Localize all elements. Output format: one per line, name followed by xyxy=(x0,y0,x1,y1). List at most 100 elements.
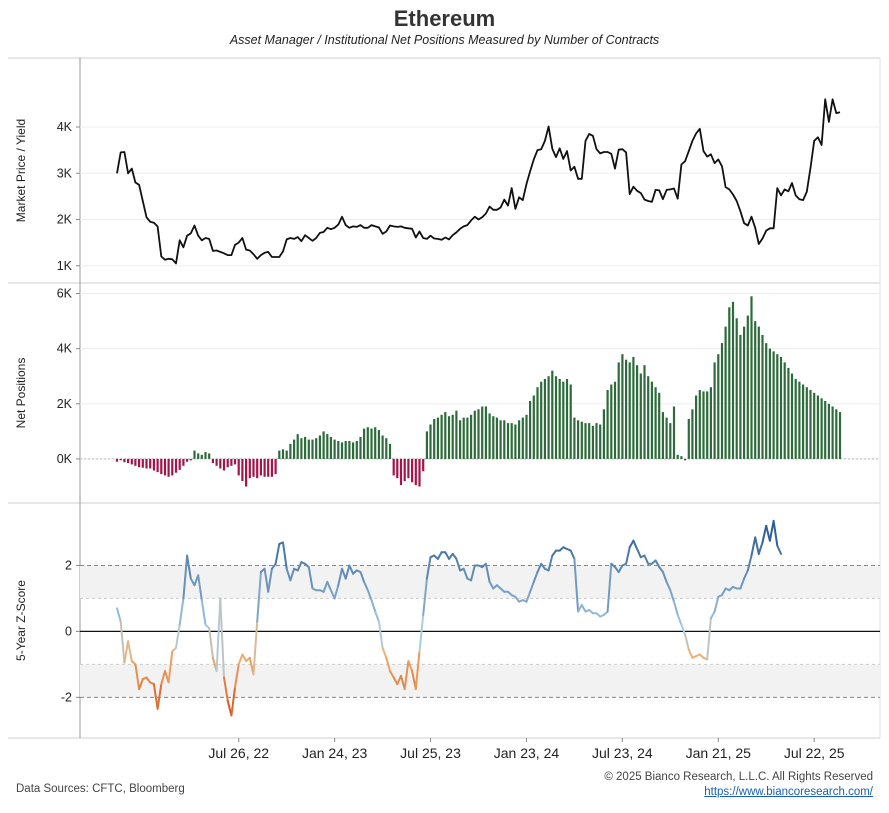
z-score-segment xyxy=(341,567,347,580)
net-position-bar xyxy=(329,436,332,459)
net-position-bar xyxy=(237,458,240,476)
net-position-bar xyxy=(315,438,318,459)
net-position-bar xyxy=(359,436,362,459)
z-score-segment xyxy=(348,564,355,575)
net-position-bar xyxy=(377,430,380,459)
net-position-bar xyxy=(720,343,724,459)
z-score-segment xyxy=(606,562,613,613)
net-position-bar xyxy=(602,409,605,459)
net-position-bar xyxy=(186,458,189,462)
chart-title: Ethereum xyxy=(393,6,496,31)
net-position-bar xyxy=(492,416,495,459)
net-position-bar xyxy=(385,438,388,459)
z-score-segment xyxy=(529,580,535,593)
net-position-bar xyxy=(473,410,476,459)
net-position-bar xyxy=(658,392,661,459)
z-score-segment xyxy=(532,571,539,583)
z-score-segment xyxy=(422,577,428,616)
z-score-segment xyxy=(580,604,587,613)
copyright-notice: © 2025 Bianco Research, L.L.C. All Right… xyxy=(604,771,873,783)
net-position-bar xyxy=(174,458,178,473)
z-score-segment xyxy=(661,571,668,583)
z-score-segment xyxy=(765,524,771,542)
net-position-bar xyxy=(381,435,384,459)
net-position-bar xyxy=(440,414,443,459)
z-score-segment xyxy=(706,617,712,661)
x-tick-label: Jul 25, 23 xyxy=(400,745,461,761)
z-score-segment xyxy=(160,670,166,686)
net-position-bar xyxy=(156,458,159,473)
z-score-segment xyxy=(425,556,432,580)
x-tick-label: Jan 23, 24 xyxy=(494,745,560,761)
z-score-segment xyxy=(739,577,746,590)
net-position-bar xyxy=(270,458,273,477)
net-position-bar xyxy=(540,381,543,459)
z-score-segment xyxy=(484,562,491,583)
z-band xyxy=(80,664,880,698)
net-position-bar xyxy=(399,458,403,486)
net-position-bar xyxy=(687,418,690,459)
z-score-segment xyxy=(366,589,373,602)
z-score-segment xyxy=(713,595,720,613)
x-tick-label: Jan 21, 25 xyxy=(686,745,752,761)
y-tick-label: 0 xyxy=(65,624,72,638)
website-link[interactable]: https://www.biancoresearch.com/ xyxy=(704,786,873,798)
z-score-segment xyxy=(230,686,236,717)
net-position-bar xyxy=(259,458,262,476)
net-position-bar xyxy=(779,356,783,459)
net-position-bar xyxy=(554,376,558,459)
net-position-bar xyxy=(248,458,251,479)
net-position-bar xyxy=(746,315,749,459)
net-position-bar xyxy=(481,406,484,459)
z-score-segment xyxy=(525,590,532,603)
net-position-bar xyxy=(713,362,716,459)
net-position-bar xyxy=(200,454,203,459)
net-position-bar xyxy=(222,458,226,471)
net-position-bar xyxy=(794,379,797,459)
z-score-segment xyxy=(754,536,760,555)
z-score-segment xyxy=(337,567,343,587)
net-position-bar xyxy=(370,428,373,459)
net-position-bar xyxy=(363,428,366,459)
net-position-bar xyxy=(518,420,521,459)
net-position-bar xyxy=(728,307,731,459)
net-position-bar xyxy=(805,387,808,459)
net-position-bar xyxy=(245,458,248,487)
net-position-bar xyxy=(551,370,554,459)
z-score-segment xyxy=(750,536,757,557)
y-tick-label: 1K xyxy=(57,259,73,273)
net-position-bar xyxy=(455,410,458,459)
net-position-bar xyxy=(337,441,340,459)
net-position-bar xyxy=(558,379,561,459)
net-position-bar xyxy=(783,362,786,459)
net-position-bar xyxy=(278,450,281,459)
net-position-bar xyxy=(130,458,133,465)
z-score-segment xyxy=(175,623,181,649)
net-position-bar xyxy=(684,458,687,461)
net-position-bar xyxy=(241,458,244,481)
net-position-bar xyxy=(318,435,321,459)
z-score-segment xyxy=(680,623,687,636)
net-position-bar xyxy=(219,458,222,469)
net-position-bar xyxy=(226,458,229,468)
net-position-bar xyxy=(599,424,602,459)
x-tick-label: Jul 26, 22 xyxy=(208,745,269,761)
z-score-segment xyxy=(776,544,782,555)
z-score-segment xyxy=(669,589,675,603)
net-position-bar xyxy=(731,301,735,459)
net-position-bar xyxy=(326,434,329,459)
y-tick-label: 2 xyxy=(65,558,72,572)
net-position-bar xyxy=(835,409,838,459)
z-score-segment xyxy=(455,557,462,572)
net-position-bar xyxy=(606,390,609,459)
net-position-bar xyxy=(650,381,653,459)
z-score-segment xyxy=(573,557,580,613)
z-score-segment xyxy=(252,620,259,676)
net-position-bar xyxy=(532,395,535,459)
net-position-bar xyxy=(643,365,646,459)
price-line xyxy=(116,98,841,265)
z-score-segment xyxy=(632,539,639,550)
net-position-bar xyxy=(529,401,532,459)
net-position-bar xyxy=(621,354,624,459)
net-position-bar xyxy=(654,387,657,459)
